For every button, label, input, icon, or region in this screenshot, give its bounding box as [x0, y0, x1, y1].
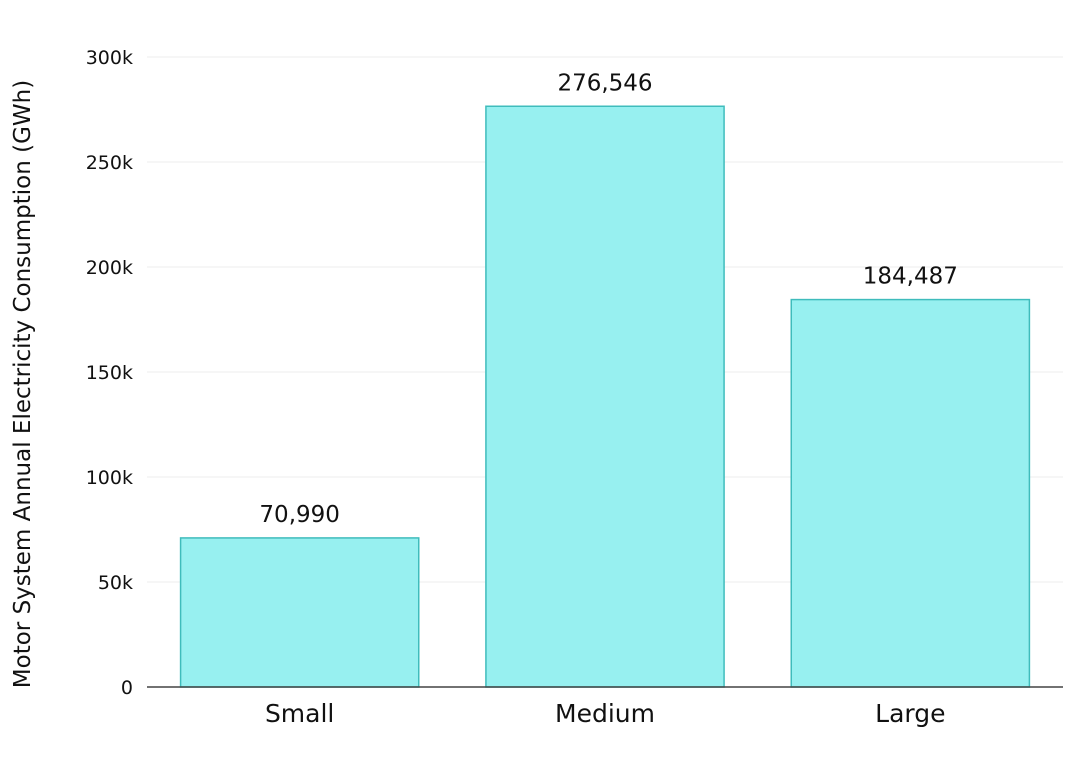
x-tick-label: Medium: [555, 699, 655, 728]
y-tick-label: 300k: [86, 47, 133, 69]
y-tick-label: 150k: [86, 362, 133, 384]
labels: 0 50k 100k 150k 200k 250k 300k 70,990 Small 276,5…: [86, 47, 958, 728]
data-label: 276,546: [557, 70, 652, 96]
bar-medium: [485, 105, 725, 688]
bar-large: [790, 298, 1031, 688]
bar-small: [179, 537, 420, 688]
data-label: 70,990: [259, 502, 339, 528]
y-tick-label: 200k: [86, 257, 133, 279]
y-tick-label: 0: [121, 677, 133, 699]
x-tick-label: Small: [265, 699, 334, 728]
y-tick-label: 250k: [86, 152, 133, 174]
x-tick-label: Large: [875, 699, 945, 728]
y-tick-label: 100k: [86, 467, 133, 489]
y-tick-label: 50k: [98, 572, 133, 594]
bars: [179, 105, 1031, 688]
y-axis-title: Motor System Annual Electricity Consumpt…: [10, 80, 36, 688]
data-label: 184,487: [863, 264, 958, 290]
